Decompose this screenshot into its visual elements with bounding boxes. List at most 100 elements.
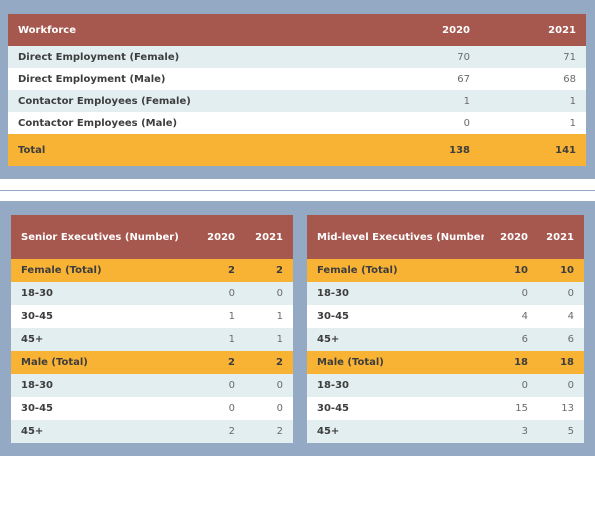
workforce-table: Workforce 2020 2021 Direct Employment (F… bbox=[8, 14, 586, 166]
row-label: 18-30 bbox=[307, 282, 484, 305]
row-label: 18-30 bbox=[307, 374, 484, 397]
column-header: Senior Executives (Number) bbox=[11, 215, 191, 259]
cell-value: 6 bbox=[484, 328, 538, 351]
table-row: 30-45 4 4 bbox=[307, 305, 584, 328]
row-label: 45+ bbox=[11, 420, 191, 443]
table-row: Male (Total) 2 2 bbox=[11, 351, 293, 374]
column-header: Workforce bbox=[8, 14, 368, 46]
cell-value: 10 bbox=[484, 259, 538, 282]
column-header: 2021 bbox=[480, 14, 586, 46]
table-header-row: Mid-level Executives (Number) 2020 2021 bbox=[307, 215, 584, 259]
column-header: 2020 bbox=[191, 215, 245, 259]
cell-value: 6 bbox=[538, 328, 584, 351]
cell-value: 2 bbox=[245, 351, 293, 374]
cell-value: 0 bbox=[368, 112, 480, 134]
cell-value: 2 bbox=[191, 259, 245, 282]
column-header: 2020 bbox=[368, 14, 480, 46]
cell-value: 0 bbox=[538, 282, 584, 305]
cell-value: 141 bbox=[480, 134, 586, 166]
cell-value: 1 bbox=[191, 305, 245, 328]
cell-value: 1 bbox=[245, 328, 293, 351]
cell-value: 2 bbox=[245, 259, 293, 282]
row-label: Female (Total) bbox=[11, 259, 191, 282]
cell-value: 5 bbox=[538, 420, 584, 443]
cell-value: 67 bbox=[368, 68, 480, 90]
row-label: 18-30 bbox=[11, 374, 191, 397]
cell-value: 0 bbox=[484, 374, 538, 397]
column-header: 2021 bbox=[245, 215, 293, 259]
table-row: 45+ 2 2 bbox=[11, 420, 293, 443]
column-header: 2020 bbox=[484, 215, 538, 259]
table-row: 45+ 6 6 bbox=[307, 328, 584, 351]
cell-value: 3 bbox=[484, 420, 538, 443]
row-label: Contactor Employees (Female) bbox=[8, 90, 368, 112]
row-label: Direct Employment (Male) bbox=[8, 68, 368, 90]
cell-value: 18 bbox=[538, 351, 584, 374]
row-label: 18-30 bbox=[11, 282, 191, 305]
row-label: 30-45 bbox=[11, 305, 191, 328]
row-label: 30-45 bbox=[307, 397, 484, 420]
senior-executives-table: Senior Executives (Number) 2020 2021 Fem… bbox=[11, 215, 293, 443]
cell-value: 68 bbox=[480, 68, 586, 90]
cell-value: 1 bbox=[191, 328, 245, 351]
cell-value: 0 bbox=[245, 282, 293, 305]
table-row: Contactor Employees (Female) 1 1 bbox=[8, 90, 586, 112]
separator-line bbox=[0, 190, 595, 191]
cell-value: 13 bbox=[538, 397, 584, 420]
cell-value: 0 bbox=[245, 374, 293, 397]
cell-value: 1 bbox=[480, 112, 586, 134]
cell-value: 4 bbox=[484, 305, 538, 328]
cell-value: 15 bbox=[484, 397, 538, 420]
table-row: Direct Employment (Male) 67 68 bbox=[8, 68, 586, 90]
cell-value: 1 bbox=[245, 305, 293, 328]
cell-value: 10 bbox=[538, 259, 584, 282]
table-row: Direct Employment (Female) 70 71 bbox=[8, 46, 586, 68]
cell-value: 71 bbox=[480, 46, 586, 68]
row-label: Direct Employment (Female) bbox=[8, 46, 368, 68]
table-row: 30-45 1 1 bbox=[11, 305, 293, 328]
table-row: 18-30 0 0 bbox=[307, 282, 584, 305]
table-header-row: Workforce 2020 2021 bbox=[8, 14, 586, 46]
mid-level-executives-table: Mid-level Executives (Number) 2020 2021 … bbox=[307, 215, 584, 443]
cell-value: 0 bbox=[538, 374, 584, 397]
table-row: Female (Total) 2 2 bbox=[11, 259, 293, 282]
table-row: Male (Total) 18 18 bbox=[307, 351, 584, 374]
row-label: Male (Total) bbox=[11, 351, 191, 374]
cell-value: 2 bbox=[191, 420, 245, 443]
cell-value: 0 bbox=[191, 374, 245, 397]
cell-value: 1 bbox=[480, 90, 586, 112]
cell-value: 138 bbox=[368, 134, 480, 166]
row-label: Male (Total) bbox=[307, 351, 484, 374]
table-header-row: Senior Executives (Number) 2020 2021 bbox=[11, 215, 293, 259]
cell-value: 0 bbox=[484, 282, 538, 305]
cell-value: 70 bbox=[368, 46, 480, 68]
row-label: Total bbox=[8, 134, 368, 166]
table-row: 18-30 0 0 bbox=[307, 374, 584, 397]
cell-value: 1 bbox=[368, 90, 480, 112]
row-label: 30-45 bbox=[307, 305, 484, 328]
table-row: Female (Total) 10 10 bbox=[307, 259, 584, 282]
row-label: Female (Total) bbox=[307, 259, 484, 282]
cell-value: 2 bbox=[191, 351, 245, 374]
cell-value: 2 bbox=[245, 420, 293, 443]
row-label: 45+ bbox=[11, 328, 191, 351]
cell-value: 0 bbox=[191, 397, 245, 420]
table-row: 30-45 15 13 bbox=[307, 397, 584, 420]
cell-value: 18 bbox=[484, 351, 538, 374]
table-row: Contactor Employees (Male) 0 1 bbox=[8, 112, 586, 134]
table-row: 18-30 0 0 bbox=[11, 282, 293, 305]
cell-value: 0 bbox=[245, 397, 293, 420]
row-label: 30-45 bbox=[11, 397, 191, 420]
row-label: 45+ bbox=[307, 328, 484, 351]
table-row: 30-45 0 0 bbox=[11, 397, 293, 420]
cell-value: 4 bbox=[538, 305, 584, 328]
column-header: 2021 bbox=[538, 215, 584, 259]
table-row: 45+ 1 1 bbox=[11, 328, 293, 351]
table-row: 18-30 0 0 bbox=[11, 374, 293, 397]
total-row: Total 138 141 bbox=[8, 134, 586, 166]
row-label: 45+ bbox=[307, 420, 484, 443]
cell-value: 0 bbox=[191, 282, 245, 305]
column-header: Mid-level Executives (Number) bbox=[307, 215, 484, 259]
table-row: 45+ 3 5 bbox=[307, 420, 584, 443]
row-label: Contactor Employees (Male) bbox=[8, 112, 368, 134]
